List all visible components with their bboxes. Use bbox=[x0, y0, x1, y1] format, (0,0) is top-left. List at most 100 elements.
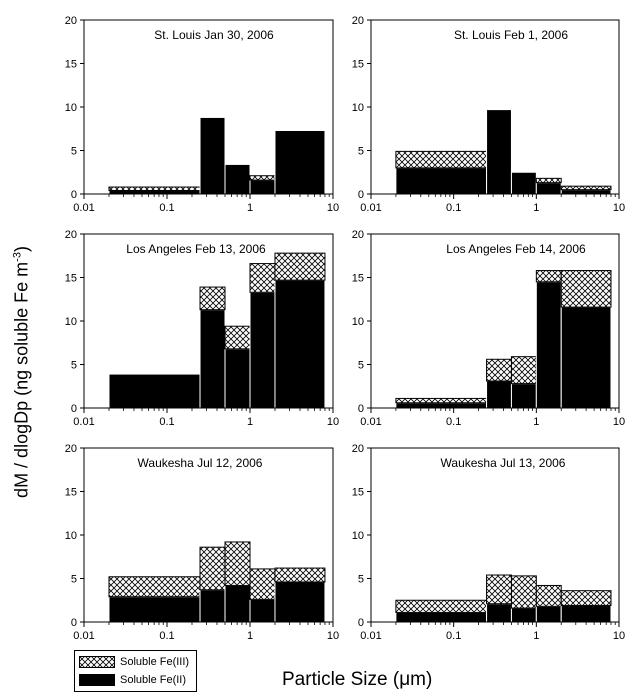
y-tick-label: 5 bbox=[358, 146, 364, 158]
bar-fe2 bbox=[224, 163, 251, 195]
legend: Soluble Fe(III) Soluble Fe(II) bbox=[74, 650, 197, 692]
panel-title: St. Louis Feb 1, 2006 bbox=[454, 28, 568, 42]
y-tick-label: 5 bbox=[71, 360, 77, 372]
bar-fe3 bbox=[535, 177, 562, 184]
bar-fe2 bbox=[249, 291, 276, 409]
y-tick-label: 0 bbox=[71, 617, 77, 629]
bar-fe2 bbox=[108, 373, 201, 409]
y-tick-label: 20 bbox=[65, 443, 77, 455]
bar-fe3 bbox=[395, 397, 488, 404]
bar-fe3 bbox=[224, 541, 251, 586]
bar-fe3 bbox=[108, 186, 201, 192]
bar-fe2 bbox=[199, 589, 226, 623]
y-tick-label: 5 bbox=[71, 146, 77, 158]
bar-fe2 bbox=[395, 402, 488, 409]
bar-fe2 bbox=[535, 281, 562, 409]
bar-fe3 bbox=[395, 150, 488, 169]
y-tick-label: 20 bbox=[352, 15, 364, 27]
y-tick-label: 10 bbox=[65, 102, 77, 114]
x-tick-label: 10 bbox=[327, 416, 339, 428]
x-tick-label: 1 bbox=[247, 202, 253, 214]
chart-panel-6: 0 5 10 15 20 0.01 0.1 1 10 Waukesha Jul 13, 2006 bbox=[352, 443, 625, 642]
bar-fe2 bbox=[199, 116, 226, 195]
panel-title: Los Angeles Feb 14, 2006 bbox=[446, 242, 586, 256]
y-tick-label: 15 bbox=[352, 59, 364, 71]
chart-panel-2: 0 5 10 15 20 0.01 0.1 1 10 St. Louis Feb 1, 2006 bbox=[352, 15, 625, 214]
y-tick-label: 10 bbox=[352, 102, 364, 114]
y-tick-label: 0 bbox=[358, 617, 364, 629]
bar-fe2 bbox=[249, 598, 276, 623]
x-tick-label: 1 bbox=[533, 630, 539, 642]
legend-item-fe2: Soluble Fe(II) bbox=[79, 673, 186, 687]
x-tick-label: 10 bbox=[327, 202, 339, 214]
bar-fe3 bbox=[274, 567, 326, 583]
y-tick-label: 15 bbox=[65, 487, 77, 499]
bar-fe2 bbox=[108, 596, 201, 623]
x-tick-label: 0.01 bbox=[73, 202, 94, 214]
bar-fe2 bbox=[560, 306, 612, 409]
bar-fe2 bbox=[274, 279, 326, 409]
legend-item-fe3: Soluble Fe(III) bbox=[79, 655, 189, 669]
bar-fe3 bbox=[486, 358, 512, 382]
y-tick-label: 0 bbox=[358, 403, 364, 415]
panel-title: Waukesha Jul 13, 2006 bbox=[441, 456, 566, 470]
chart-panel-3: 0 5 10 15 20 0.01 0.1 1 10 Los Angeles Feb 13, 20… bbox=[65, 229, 339, 428]
bar-fe2 bbox=[274, 581, 326, 623]
bar-fe3 bbox=[560, 590, 612, 606]
y-tick-label: 5 bbox=[71, 574, 77, 586]
mu-symbol: μ bbox=[399, 669, 411, 690]
bar-fe3 bbox=[249, 263, 276, 293]
y-tick-label: 20 bbox=[65, 15, 77, 27]
solid-swatch bbox=[79, 674, 115, 686]
x-tick-label: 0.1 bbox=[159, 416, 174, 428]
bar-fe3 bbox=[249, 568, 276, 600]
panel-title: St. Louis Jan 30, 2006 bbox=[154, 28, 274, 42]
x-tick-label: 1 bbox=[533, 416, 539, 428]
bar-fe2 bbox=[510, 171, 537, 195]
bar-fe2 bbox=[486, 109, 512, 195]
panel-title: Waukesha Jul 12, 2006 bbox=[138, 456, 263, 470]
x-tick-label: 0.1 bbox=[446, 202, 461, 214]
bar-fe3 bbox=[249, 175, 276, 181]
bar-fe2 bbox=[249, 179, 276, 195]
bar-fe2 bbox=[510, 607, 537, 623]
y-tick-label: 15 bbox=[65, 273, 77, 285]
x-tick-label: 10 bbox=[613, 416, 625, 428]
x-tick-label: 10 bbox=[613, 202, 625, 214]
y-tick-label: 5 bbox=[358, 360, 364, 372]
x-tick-label: 1 bbox=[247, 630, 253, 642]
bar-fe2 bbox=[535, 605, 562, 623]
y-tick-label: 10 bbox=[352, 316, 364, 328]
x-tick-label: 10 bbox=[613, 630, 625, 642]
x-tick-label: 0.1 bbox=[446, 630, 461, 642]
x-tick-label: 10 bbox=[327, 630, 339, 642]
bar-fe2 bbox=[560, 604, 612, 623]
x-tick-label: 0.1 bbox=[446, 416, 461, 428]
y-tick-label: 20 bbox=[352, 229, 364, 241]
bar-fe2 bbox=[510, 383, 537, 409]
bar-fe2 bbox=[535, 182, 562, 195]
bar-fe2 bbox=[486, 603, 512, 623]
y-tick-label: 5 bbox=[358, 574, 364, 586]
bar-fe3 bbox=[108, 576, 201, 598]
bar-fe2 bbox=[486, 380, 512, 409]
bar-fe2 bbox=[108, 190, 201, 195]
y-axis-label: dM / dlogDp (ng soluble Fe m-3) bbox=[11, 246, 32, 498]
bar-fe2 bbox=[395, 167, 488, 195]
x-axis-label: Particle Size (μm) bbox=[282, 669, 433, 690]
bar-fe2 bbox=[560, 189, 612, 195]
bar-fe3 bbox=[535, 270, 562, 283]
x-tick-label: 0.1 bbox=[159, 202, 174, 214]
bar-fe3 bbox=[395, 599, 488, 613]
y-tick-label: 10 bbox=[352, 530, 364, 542]
y-tick-label: 0 bbox=[71, 189, 77, 201]
y-tick-label: 15 bbox=[352, 487, 364, 499]
y-tick-label: 20 bbox=[352, 443, 364, 455]
bar-fe2 bbox=[274, 129, 326, 195]
bar-fe3 bbox=[510, 575, 537, 609]
bar-fe3 bbox=[510, 356, 537, 385]
bar-fe3 bbox=[224, 325, 251, 350]
crosshatch-swatch bbox=[79, 656, 115, 668]
x-tick-label: 0.01 bbox=[73, 416, 94, 428]
